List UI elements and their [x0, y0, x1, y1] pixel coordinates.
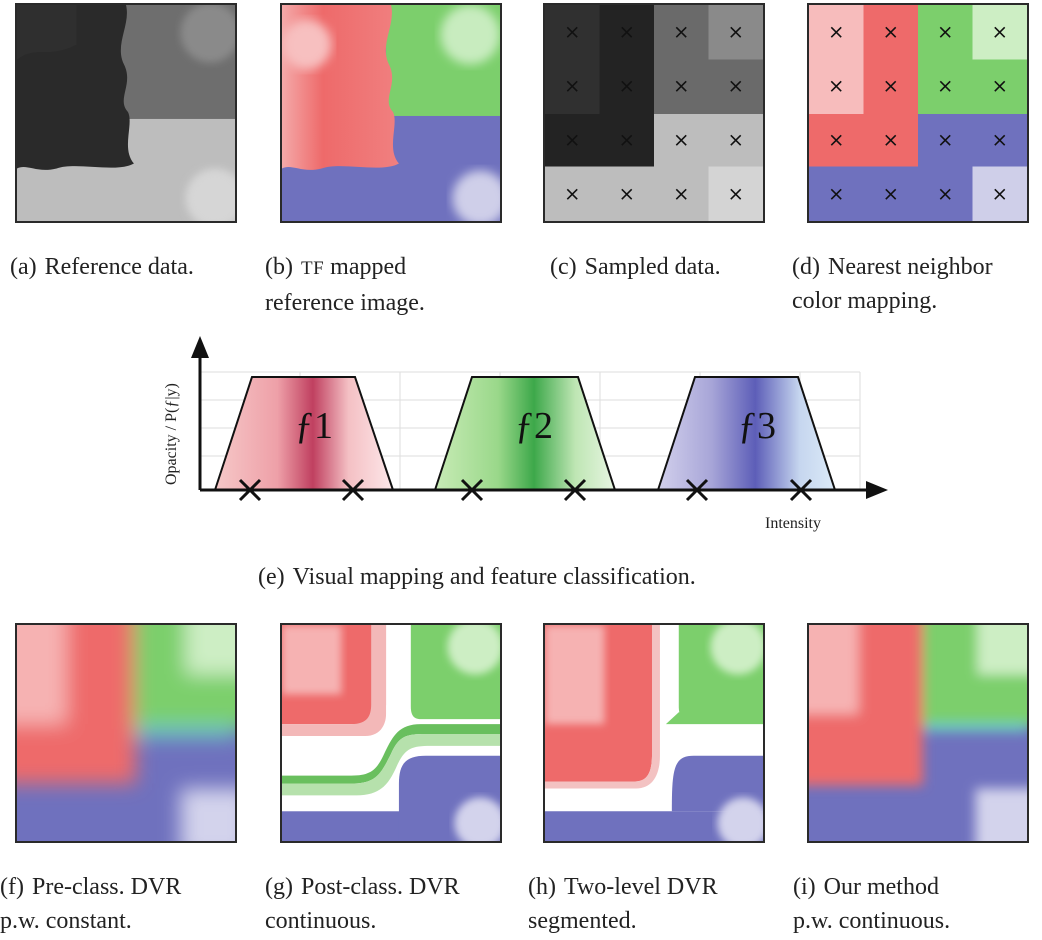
- panel-our-method: [807, 623, 1029, 843]
- panel-pre-class-dvr: [15, 623, 237, 843]
- sample-markers: [566, 26, 742, 200]
- sample-cross: [621, 134, 633, 146]
- sample-cross: [939, 80, 951, 92]
- sample-cross: [994, 26, 1006, 38]
- sample-cross: [460, 478, 484, 502]
- x-axis-label: Intensity: [765, 515, 821, 532]
- caption-c: (c) Sampled data.: [550, 254, 721, 280]
- sample-cross: [621, 188, 633, 200]
- sample-cross: [939, 188, 951, 200]
- panel-reference-data: [15, 3, 237, 223]
- sample-cross: [885, 80, 897, 92]
- sample-cross: [830, 26, 842, 38]
- panel-post-class-dvr: [280, 623, 502, 843]
- sample-cross: [885, 26, 897, 38]
- sample-cross: [789, 478, 813, 502]
- sample-cross: [675, 134, 687, 146]
- caption-h: (h) Two-level DVR segmented.: [528, 874, 718, 934]
- sample-cross: [685, 478, 709, 502]
- sample-cross: [885, 188, 897, 200]
- sample-cross: [830, 188, 842, 200]
- caption-g: (g) Post-class. DVR continuous.: [265, 874, 460, 934]
- caption-a: (a) Reference data.: [10, 254, 194, 280]
- sample-cross: [939, 26, 951, 38]
- sample-cross: [994, 188, 1006, 200]
- sample-cross: [994, 80, 1006, 92]
- caption-f: (f) Pre-class. DVR p.w. constant.: [0, 874, 182, 934]
- feature-2-label: ƒ2: [515, 405, 553, 447]
- sample-cross: [675, 26, 687, 38]
- feature-3-label: ƒ3: [738, 405, 776, 447]
- sample-cross: [730, 188, 742, 200]
- sample-cross: [341, 478, 365, 502]
- sample-cross: [566, 80, 578, 92]
- sample-crosses: [238, 478, 813, 502]
- panel-nearest-neighbor: [807, 3, 1029, 223]
- sample-cross: [830, 134, 842, 146]
- sample-cross: [675, 188, 687, 200]
- sample-cross: [730, 26, 742, 38]
- sample-cross: [566, 134, 578, 146]
- feature-1-label: ƒ1: [295, 405, 333, 447]
- sample-cross: [563, 478, 587, 502]
- caption-d: (d) Nearest neighbor color mapping.: [792, 254, 993, 314]
- panel-sampled-data: [543, 3, 765, 223]
- caption-e: (e) Visual mapping and feature classifica…: [258, 564, 696, 590]
- sample-cross: [238, 478, 262, 502]
- sample-markers: [830, 26, 1006, 200]
- caption-i: (i) Our method p.w. continuous.: [793, 874, 951, 934]
- sample-cross: [566, 188, 578, 200]
- sample-cross: [621, 80, 633, 92]
- sample-cross: [730, 80, 742, 92]
- x-axis-arrow-icon: [866, 481, 888, 499]
- sample-cross: [994, 134, 1006, 146]
- sample-cross: [885, 134, 897, 146]
- tf-classification-diagram: ƒ1 ƒ2 ƒ3 Opacity / P(ƒ|y) Intensity: [150, 330, 900, 540]
- caption-b: (b) TF mapped reference image.: [265, 254, 425, 316]
- sample-cross: [730, 134, 742, 146]
- panel-tf-mapped-reference: [280, 3, 502, 223]
- y-axis-arrow-icon: [191, 336, 209, 358]
- sample-cross: [621, 26, 633, 38]
- sample-cross: [566, 26, 578, 38]
- panel-two-level-dvr: [543, 623, 765, 843]
- sample-cross: [939, 134, 951, 146]
- sample-cross: [830, 80, 842, 92]
- sample-cross: [675, 80, 687, 92]
- y-axis-label: Opacity / P(ƒ|y): [163, 383, 180, 485]
